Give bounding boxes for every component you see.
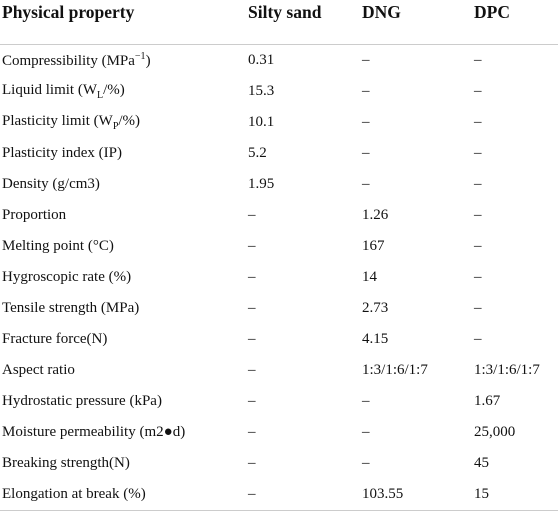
cell: Density (g/cm3) bbox=[2, 176, 100, 192]
cell: – bbox=[474, 83, 482, 99]
cell: – bbox=[248, 331, 256, 347]
cell: – bbox=[248, 455, 256, 471]
cell: Plasticity index (IP) bbox=[2, 145, 122, 161]
cell: 167 bbox=[362, 238, 385, 254]
cell: Elongation at break (%) bbox=[0, 479, 246, 511]
table-row: Aspect ratio – 1:3/1:6/1:7 1:3/1:6/1:7 bbox=[0, 355, 558, 386]
cell: 1.67 bbox=[474, 393, 501, 409]
cell: 2.73 bbox=[362, 300, 389, 316]
table-row: Tensile strength (MPa) – 2.73 – bbox=[0, 293, 558, 324]
table-row: Liquid limit (WL/%) 15.3– – bbox=[0, 76, 558, 107]
cell: Hygroscopic rate (%) bbox=[2, 269, 132, 285]
table-row: Elongation at break (%) –103.55 15 bbox=[0, 479, 558, 511]
cell-text: P bbox=[112, 121, 119, 132]
cell: 10.1 bbox=[248, 114, 275, 130]
cell: 15 bbox=[472, 479, 558, 511]
cell: – bbox=[362, 52, 370, 68]
cell: Plasticity limit (WP/%) bbox=[0, 107, 246, 138]
header-cell: DNG bbox=[360, 0, 472, 45]
cell: – bbox=[362, 455, 370, 471]
cell-text: /%) bbox=[103, 82, 125, 98]
cell-text: Plasticity limit (W bbox=[2, 113, 113, 129]
table-row: Plasticity index (IP) 5.2 – – bbox=[0, 138, 558, 169]
table-body: Compressibility (MPa−1) 0.31– – Liquid limi… bbox=[0, 45, 558, 511]
cell: Liquid limit (WL/%) bbox=[0, 76, 246, 107]
cell: 1.26 bbox=[362, 207, 389, 223]
cell: – bbox=[474, 269, 482, 285]
cell: – bbox=[248, 207, 256, 223]
cell: – bbox=[362, 145, 370, 161]
cell-text: Compressibility (MPa bbox=[2, 53, 135, 69]
cell: Proportion bbox=[2, 207, 67, 223]
table-row: Plasticity limit (WP/%) 10.1– – bbox=[0, 107, 558, 138]
header-cell: Silty sand bbox=[246, 0, 360, 45]
cell: – bbox=[474, 145, 482, 161]
header-row: Physical property Silty sand DNG DPC bbox=[0, 0, 558, 45]
cell: – bbox=[248, 362, 256, 378]
cell-text: Liquid limit (W bbox=[2, 82, 97, 98]
cell: Compressibility (MPa−1) bbox=[0, 45, 246, 77]
cell: – bbox=[474, 331, 482, 347]
cell: Hydrostatic pressure (kPa) bbox=[2, 393, 162, 409]
cell: – bbox=[246, 479, 360, 511]
cell: – bbox=[474, 114, 482, 130]
cell: Aspect ratio bbox=[2, 362, 75, 378]
cell: 1.95 bbox=[248, 176, 275, 192]
table-row: Fracture force(N) – 4.15 – bbox=[0, 324, 558, 355]
cell: 14 bbox=[362, 269, 377, 285]
cell: – bbox=[248, 300, 256, 316]
cell: – bbox=[248, 238, 256, 254]
cell: – bbox=[362, 393, 370, 409]
cell: 15.3 bbox=[248, 83, 275, 99]
cell: 103.55 bbox=[360, 479, 472, 511]
cell-text: ) bbox=[145, 53, 151, 69]
table-row: Breaking strength(N) – – 45 bbox=[0, 448, 558, 479]
table-row: Proportion – 1.26 – bbox=[0, 200, 558, 231]
cell: Moisture permeability (m2●d) bbox=[2, 424, 186, 440]
cell: – bbox=[362, 114, 370, 130]
header-cell: DPC bbox=[472, 0, 558, 45]
cell: – bbox=[474, 52, 482, 68]
cell: – bbox=[362, 176, 370, 192]
cell: – bbox=[362, 424, 370, 440]
cell-text: /%) bbox=[118, 113, 141, 129]
cell: – bbox=[474, 300, 482, 316]
cell: Tensile strength (MPa) bbox=[2, 300, 140, 316]
cell: 1:3/1:6/1:7 bbox=[474, 362, 540, 378]
table-row: Hydrostatic pressure (kPa) – – 1.67 bbox=[0, 386, 558, 417]
cell-text: L bbox=[97, 90, 104, 101]
table-row: Melting point (°C) – 167 – bbox=[0, 231, 558, 262]
cell: Fracture force(N) bbox=[2, 331, 108, 347]
cell: – bbox=[474, 238, 482, 254]
cell: 4.15 bbox=[362, 331, 389, 347]
cell: 25,000 bbox=[474, 424, 516, 440]
cell: 5.2 bbox=[248, 145, 267, 161]
cell: – bbox=[248, 269, 256, 285]
cell: Breaking strength(N) bbox=[2, 455, 130, 471]
table-row: Density (g/cm3) 1.95 – – bbox=[0, 169, 558, 200]
cell: 45 bbox=[474, 455, 489, 471]
table-row: Moisture permeability (m2●d) – – 25,000 bbox=[0, 417, 558, 448]
cell: – bbox=[248, 393, 256, 409]
cell: – bbox=[474, 207, 482, 223]
cell-text: −1 bbox=[134, 51, 146, 62]
cell: – bbox=[474, 176, 482, 192]
cell: – bbox=[248, 424, 256, 440]
header-cell: Physical property bbox=[0, 0, 246, 45]
table-row: Compressibility (MPa−1) 0.31– – bbox=[0, 45, 558, 77]
cell: 1:3/1:6/1:7 bbox=[362, 362, 428, 378]
cell: 0.31 bbox=[248, 52, 275, 68]
cell: Melting point (°C) bbox=[2, 238, 114, 254]
cell: – bbox=[362, 83, 370, 99]
table-row: Hygroscopic rate (%) – 14 – bbox=[0, 262, 558, 293]
